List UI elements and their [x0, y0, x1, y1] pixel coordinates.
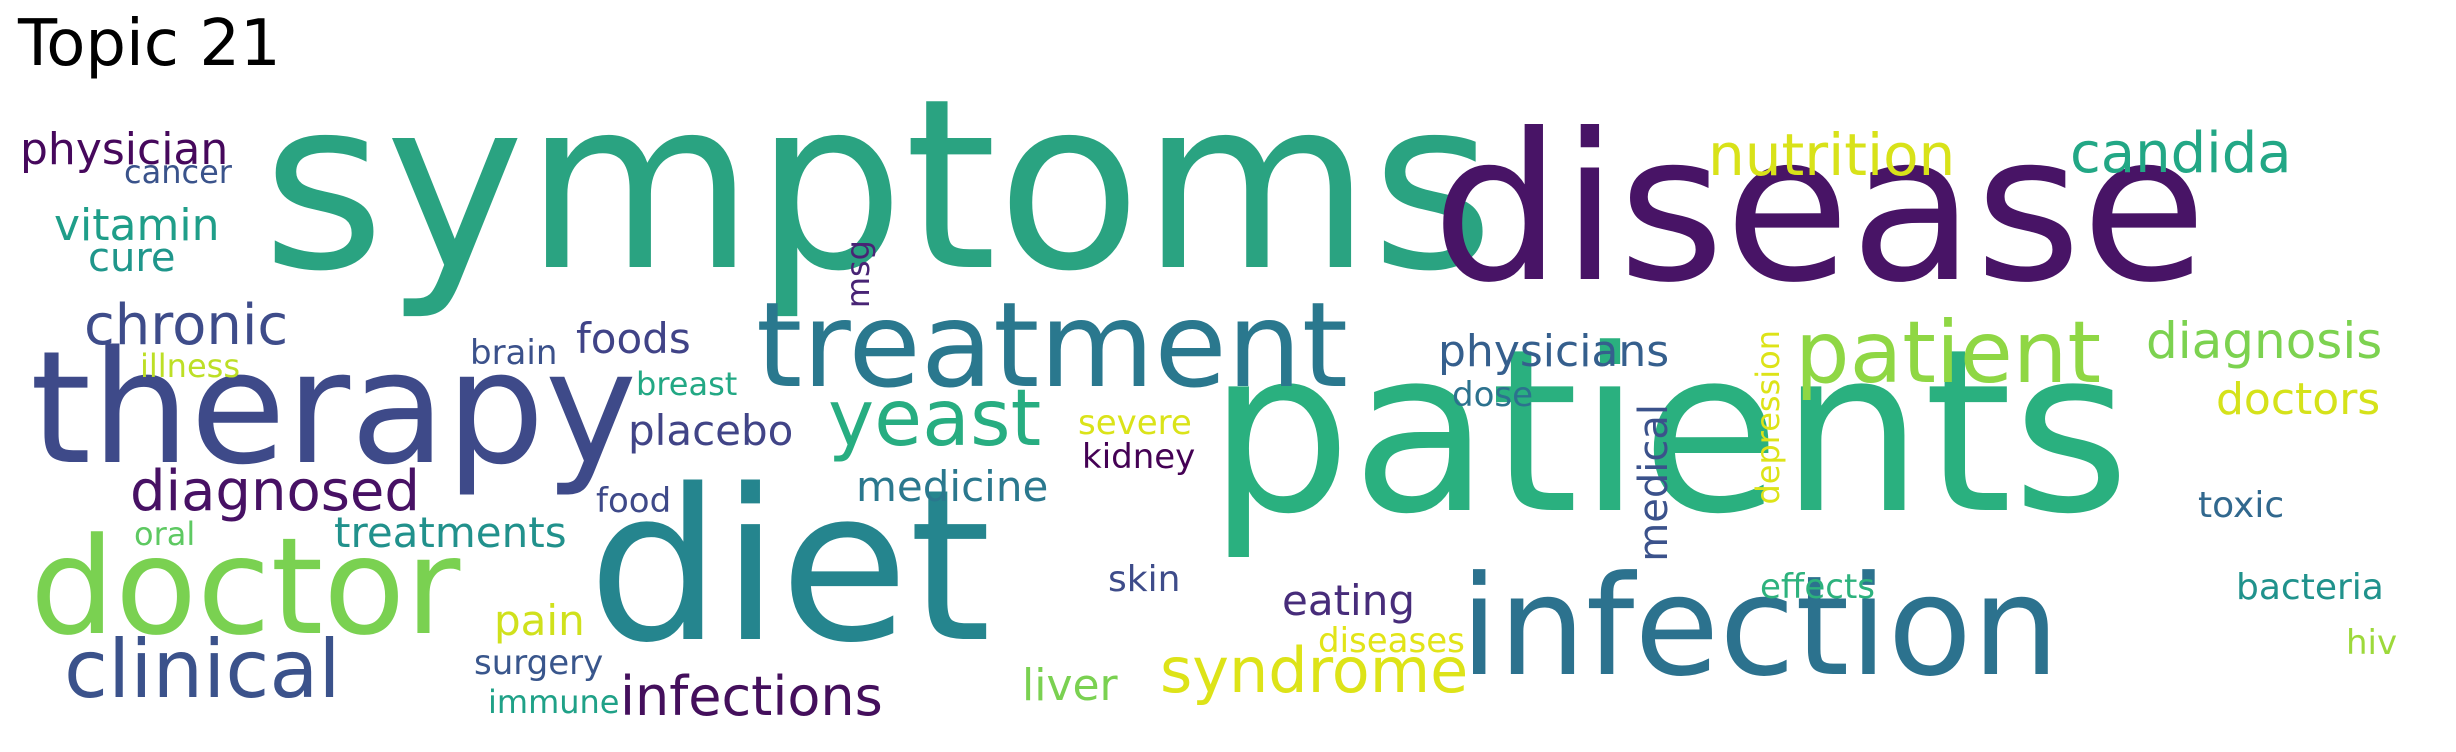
- word-diagnosed: diagnosed: [130, 459, 420, 524]
- word-hiv: hiv: [2346, 623, 2398, 663]
- word-clinical: clinical: [64, 623, 341, 716]
- word-msg: msg: [839, 240, 877, 309]
- word-cure: cure: [88, 235, 176, 281]
- word-infection: infection: [1460, 546, 2060, 707]
- word-breast: breast: [636, 365, 738, 403]
- word-diseases: diseases: [1318, 621, 1465, 661]
- word-yeast: yeast: [828, 374, 1042, 464]
- word-candida: candida: [2070, 121, 2292, 186]
- word-toxic: toxic: [2198, 485, 2285, 526]
- word-immune: immune: [488, 683, 620, 721]
- page-title: Topic 21: [18, 7, 281, 81]
- word-severe: severe: [1078, 403, 1192, 443]
- word-disease: disease: [1432, 91, 2207, 328]
- word-treatments: treatments: [334, 508, 567, 557]
- word-effects: effects: [1760, 567, 1875, 607]
- word-bacteria: bacteria: [2236, 567, 2384, 608]
- word-patient: patient: [1795, 303, 2102, 403]
- word-foods: foods: [576, 314, 691, 363]
- word-brain: brain: [470, 333, 558, 373]
- word-doctors: doctors: [2216, 374, 2381, 425]
- word-infections: infections: [620, 665, 883, 728]
- word-diet: diet: [588, 444, 992, 689]
- word-depression: depression: [1749, 330, 1787, 505]
- word-liver: liver: [1022, 660, 1118, 711]
- word-vitamin: vitamin: [54, 200, 220, 251]
- word-therapy: therapy: [30, 317, 638, 499]
- word-cancer: cancer: [124, 153, 232, 191]
- word-treatment: treatment: [756, 276, 1348, 414]
- word-food: food: [596, 481, 672, 521]
- word-eating: eating: [1282, 576, 1415, 625]
- word-pain: pain: [494, 596, 585, 645]
- word-surgery: surgery: [474, 643, 604, 683]
- word-symptoms: symptoms: [262, 48, 1495, 323]
- word-medicine: medicine: [856, 462, 1049, 511]
- word-chronic: chronic: [84, 293, 289, 358]
- word-oral: oral: [134, 515, 196, 553]
- word-patients: patients: [1208, 301, 2130, 564]
- word-diagnosis: diagnosis: [2146, 312, 2383, 370]
- word-dose: dose: [1452, 375, 1534, 415]
- word-illness: illness: [140, 347, 240, 385]
- word-doctor: doctor: [30, 509, 461, 665]
- word-medical: medical: [1631, 404, 1677, 562]
- word-kidney: kidney: [1082, 437, 1196, 477]
- word-skin: skin: [1108, 559, 1181, 600]
- word-physicians: physicians: [1438, 326, 1670, 377]
- word-physician: physician: [20, 124, 229, 175]
- word-syndrome: syndrome: [1160, 634, 1469, 707]
- word-placebo: placebo: [628, 406, 794, 455]
- word-nutrition: nutrition: [1708, 121, 1956, 189]
